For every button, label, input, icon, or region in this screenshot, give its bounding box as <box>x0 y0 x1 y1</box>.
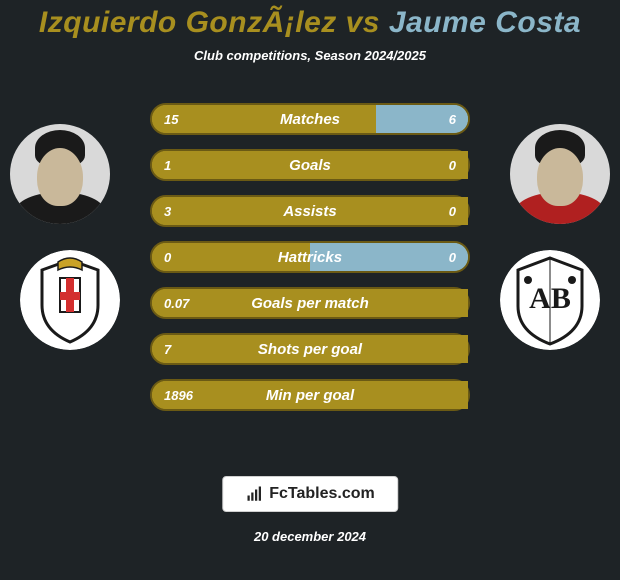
title-player1: Izquierdo GonzÃ¡lez <box>39 6 337 39</box>
subtitle: Club competitions, Season 2024/2025 <box>10 48 610 63</box>
stat-value-right: 0 <box>449 250 456 265</box>
stat-label: Goals <box>152 157 468 174</box>
stat-value-right: 0 <box>449 204 456 219</box>
chart-icon <box>245 485 263 503</box>
stat-value-left: 0 <box>164 250 171 265</box>
stat-row: Goals1 0 <box>150 149 470 181</box>
date-stamp: 20 december 2024 <box>0 529 620 544</box>
stat-row: Goals per match0.07 <box>150 287 470 319</box>
stat-value-left: 3 <box>164 204 171 219</box>
watermark-badge: FcTables.com <box>222 476 398 512</box>
title-player2: Jaume Costa <box>389 6 581 39</box>
stat-row: Shots per goal7 <box>150 333 470 365</box>
stat-row: Hattricks0 0 <box>150 241 470 273</box>
stat-value-left: 1896 <box>164 388 193 403</box>
stat-row: Matches15 6 <box>150 103 470 135</box>
comparison-card: Izquierdo GonzÃ¡lez vs Jaume Costa Club … <box>0 0 620 580</box>
stat-value-left: 15 <box>164 112 178 127</box>
stat-label: Matches <box>152 111 468 128</box>
stats-chart: Matches156Goals10Assists30Hattricks00Goa… <box>10 103 610 433</box>
stat-value-right: 6 <box>449 112 456 127</box>
stat-value-left: 0.07 <box>164 296 189 311</box>
watermark-text: FcTables.com <box>269 485 375 503</box>
stat-label: Hattricks <box>152 249 468 266</box>
title-vs: vs <box>346 6 380 39</box>
page-title: Izquierdo GonzÃ¡lez vs Jaume Costa <box>10 0 610 48</box>
stat-value-right: 0 <box>449 158 456 173</box>
stat-row: Assists3 0 <box>150 195 470 227</box>
stat-value-left: 1 <box>164 158 171 173</box>
stat-label: Goals per match <box>152 295 468 312</box>
stat-value-left: 7 <box>164 342 171 357</box>
stat-label: Shots per goal <box>152 341 468 358</box>
stat-label: Assists <box>152 203 468 220</box>
stat-row: Min per goal1896 <box>150 379 470 411</box>
stat-label: Min per goal <box>152 387 468 404</box>
